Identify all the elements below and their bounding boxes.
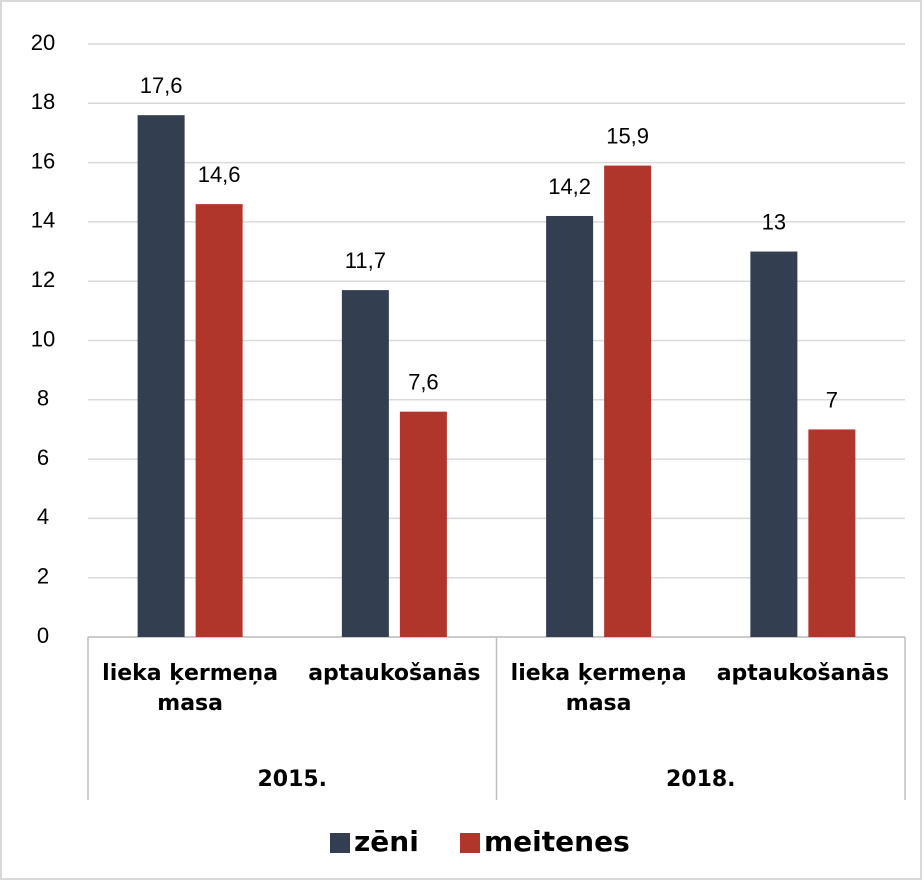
x-tick-label-box: aptaukošanās [716, 661, 890, 686]
bar [195, 204, 243, 638]
data-label: 7,6 [408, 369, 439, 394]
data-label: 7 [826, 387, 838, 412]
x-tick-label-box: lieka ķermeņa masa [510, 661, 687, 716]
y-tick-label: 14 [31, 208, 55, 233]
legend-swatch [330, 833, 350, 853]
data-label: 11,7 [345, 248, 386, 273]
y-tick-label: 12 [31, 267, 55, 292]
bar [604, 165, 652, 637]
bar [341, 290, 389, 637]
y-tick-label: 2 [37, 564, 49, 589]
y-tick-label: 20 [31, 30, 55, 55]
bar [808, 429, 856, 637]
group-label: 2018. [666, 767, 736, 792]
bar [750, 251, 798, 638]
bar [137, 115, 185, 637]
data-label: 15,9 [606, 123, 649, 148]
y-tick-label: 6 [37, 445, 49, 470]
bar [546, 215, 594, 637]
x-tick-label-box: aptaukošanās [308, 661, 481, 686]
legend-swatch [460, 833, 480, 853]
data-label: 14,2 [548, 174, 591, 199]
x-tick-label: lieka ķermeņa masa [102, 661, 279, 716]
y-tick-label: 4 [37, 504, 49, 529]
x-tick-label: lieka ķermeņa masa [510, 661, 687, 716]
y-tick-label: 16 [31, 148, 55, 173]
x-tick-label: aptaukošanās [308, 661, 481, 686]
data-label: 14,6 [198, 162, 241, 187]
legend-label: meitenes [484, 825, 630, 858]
x-tick-label-box: lieka ķermeņa masa [102, 661, 279, 716]
legend-label: zēni [354, 825, 419, 858]
bar [399, 411, 447, 637]
y-tick-label: 0 [37, 623, 49, 648]
group-label: 2015. [257, 767, 327, 792]
x-tick-label: aptaukošanās [716, 661, 890, 686]
data-label: 17,6 [140, 73, 183, 98]
y-tick-label: 8 [37, 386, 49, 411]
y-tick-label: 18 [31, 89, 55, 114]
y-tick-label: 10 [31, 326, 55, 351]
data-label: 13 [762, 209, 786, 234]
